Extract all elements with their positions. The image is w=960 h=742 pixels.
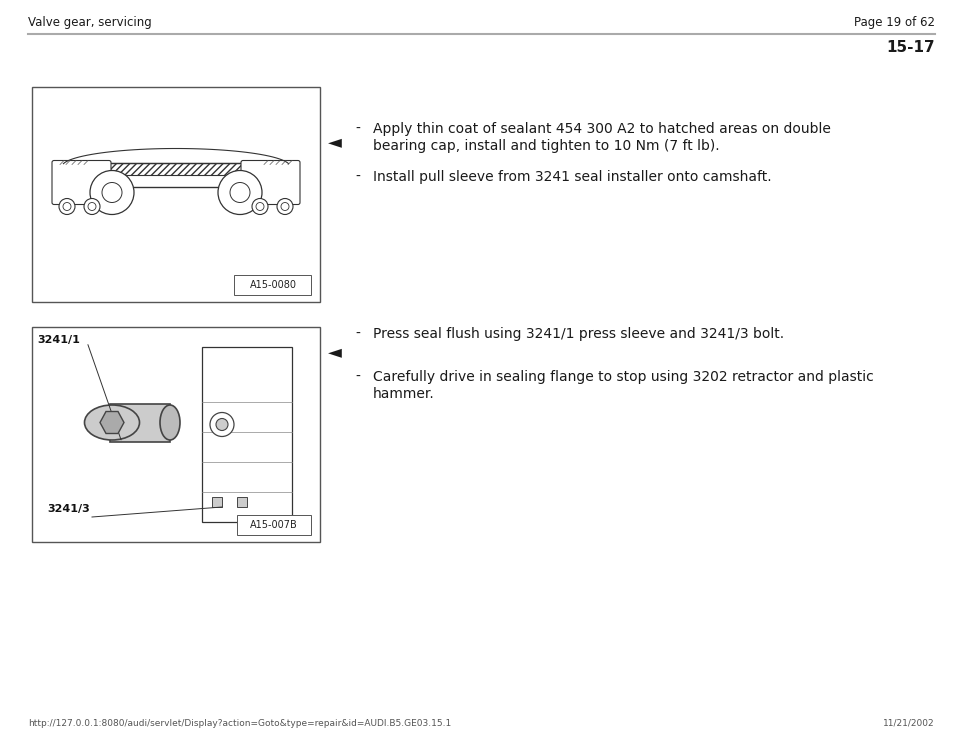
Circle shape [88, 203, 96, 211]
Polygon shape [100, 412, 124, 433]
Circle shape [90, 171, 134, 214]
Text: -: - [355, 170, 360, 183]
Bar [202, 347, 292, 522]
Bar [72, 162, 280, 174]
Circle shape [84, 199, 100, 214]
FancyBboxPatch shape [234, 275, 311, 295]
Bar [110, 404, 170, 441]
Circle shape [281, 203, 289, 211]
Circle shape [216, 418, 228, 430]
Circle shape [252, 199, 268, 214]
Text: bearing cap, install and tighten to 10 Nm (7 ft lb).: bearing cap, install and tighten to 10 N… [373, 139, 720, 153]
Text: 11/21/2002: 11/21/2002 [883, 719, 935, 728]
FancyBboxPatch shape [237, 515, 311, 535]
Ellipse shape [84, 405, 139, 440]
Circle shape [218, 171, 262, 214]
Circle shape [230, 183, 250, 203]
Bar [62, 162, 290, 186]
Circle shape [277, 199, 293, 214]
Ellipse shape [160, 405, 180, 440]
Bar [212, 497, 222, 507]
Text: http://127.0.0.1:8080/audi/servlet/Display?action=Goto&type=repair&id=AUDI.B5.GE: http://127.0.0.1:8080/audi/servlet/Displ… [28, 719, 451, 728]
Text: Install pull sleeve from 3241 seal installer onto camshaft.: Install pull sleeve from 3241 seal insta… [373, 170, 772, 183]
Text: -: - [355, 370, 360, 384]
Text: Valve gear, servicing: Valve gear, servicing [28, 16, 152, 29]
Circle shape [210, 413, 234, 436]
FancyBboxPatch shape [241, 160, 300, 205]
Text: -: - [355, 122, 360, 136]
Text: 3241/1: 3241/1 [37, 335, 80, 345]
Circle shape [102, 183, 122, 203]
Bar [32, 87, 320, 302]
Circle shape [256, 203, 264, 211]
Text: Carefully drive in sealing flange to stop using 3202 retractor and plastic: Carefully drive in sealing flange to sto… [373, 370, 874, 384]
Circle shape [63, 203, 71, 211]
Text: ◄: ◄ [328, 133, 342, 151]
Text: A15-0080: A15-0080 [250, 280, 297, 290]
Text: ◄: ◄ [328, 343, 342, 361]
Text: -: - [355, 327, 360, 341]
Circle shape [59, 199, 75, 214]
Text: Apply thin coat of sealant 454 300 A2 to hatched areas on double: Apply thin coat of sealant 454 300 A2 to… [373, 122, 830, 136]
Bar [237, 497, 247, 507]
Bar [32, 327, 320, 542]
Text: A15-007B: A15-007B [251, 520, 298, 530]
Text: Page 19 of 62: Page 19 of 62 [854, 16, 935, 29]
Text: hammer.: hammer. [373, 387, 435, 401]
Text: 3241/3: 3241/3 [47, 504, 89, 514]
Text: Press seal flush using 3241/1 press sleeve and 3241/3 bolt.: Press seal flush using 3241/1 press slee… [373, 327, 784, 341]
Text: 15-17: 15-17 [886, 40, 935, 55]
FancyBboxPatch shape [52, 160, 111, 205]
